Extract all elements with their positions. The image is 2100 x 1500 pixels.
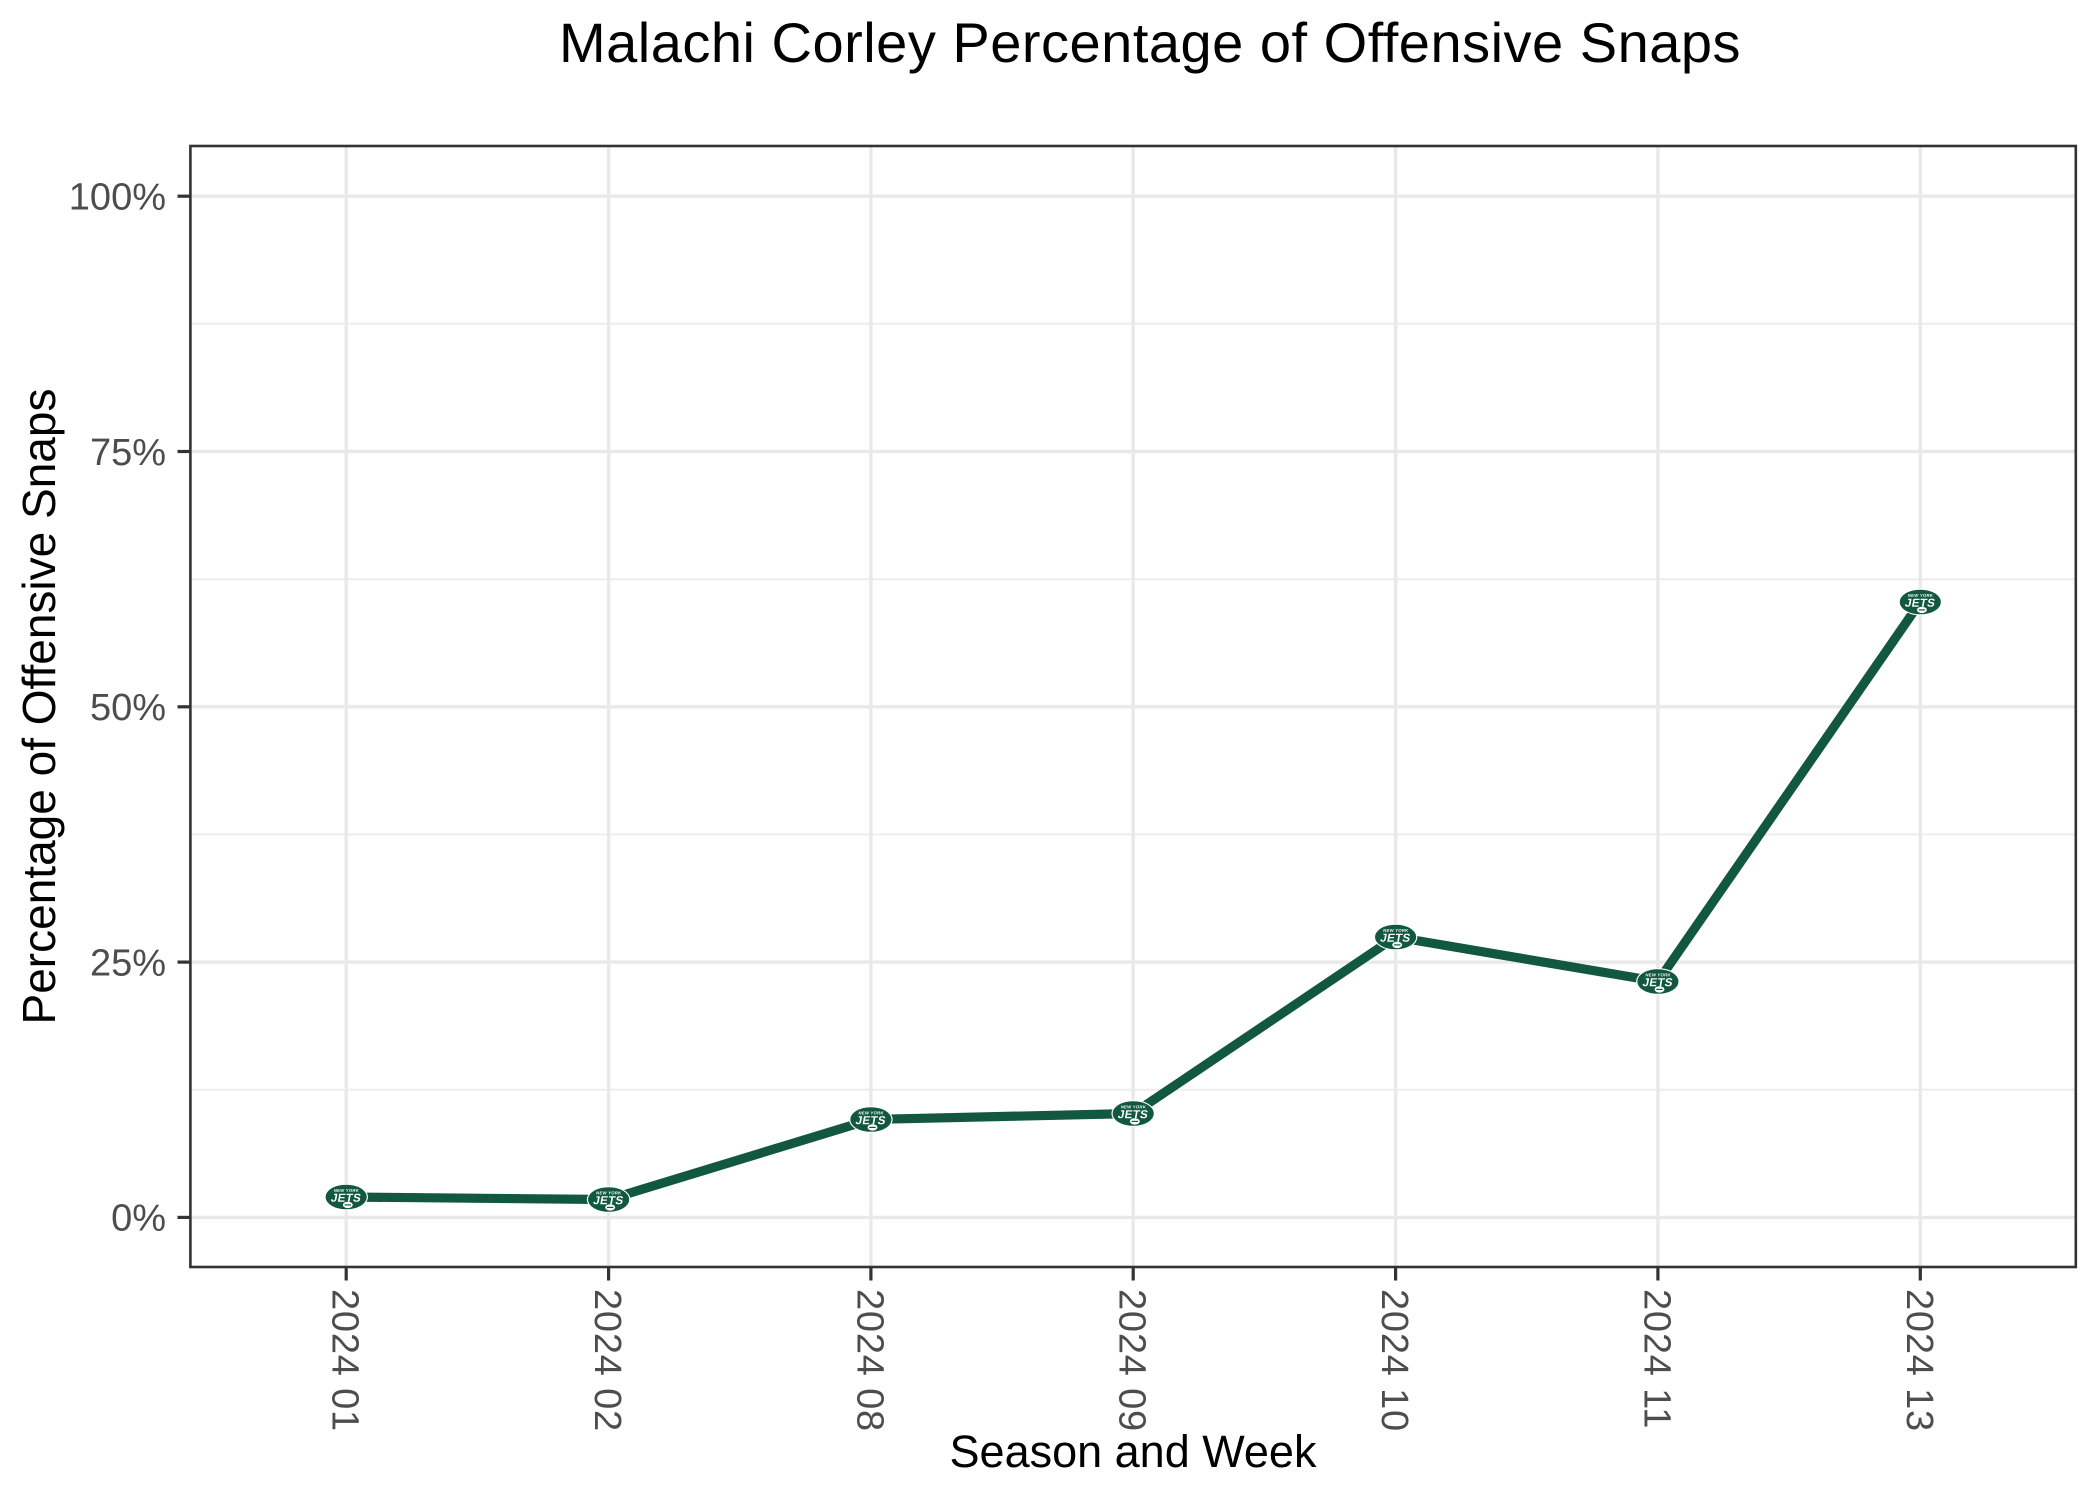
- svg-text:75%: 75%: [90, 432, 166, 474]
- svg-text:100%: 100%: [69, 177, 166, 219]
- svg-text:Season and Week: Season and Week: [950, 1426, 1317, 1477]
- svg-text:2024 02: 2024 02: [586, 1289, 628, 1432]
- svg-text:Percentage of Offensive Snaps: Percentage of Offensive Snaps: [13, 389, 65, 1025]
- svg-text:Malachi Corley Percentage of O: Malachi Corley Percentage of Offensive S…: [559, 11, 1741, 74]
- svg-text:0%: 0%: [111, 1198, 166, 1240]
- svg-text:2024 11: 2024 11: [1635, 1289, 1677, 1429]
- svg-text:50%: 50%: [90, 687, 166, 729]
- svg-text:2024 09: 2024 09: [1111, 1289, 1153, 1432]
- svg-text:2024 10: 2024 10: [1373, 1289, 1415, 1432]
- svg-text:25%: 25%: [90, 942, 166, 984]
- svg-text:2024 08: 2024 08: [848, 1289, 890, 1432]
- svg-text:2024 01: 2024 01: [324, 1289, 366, 1432]
- svg-text:2024 13: 2024 13: [1898, 1289, 1940, 1432]
